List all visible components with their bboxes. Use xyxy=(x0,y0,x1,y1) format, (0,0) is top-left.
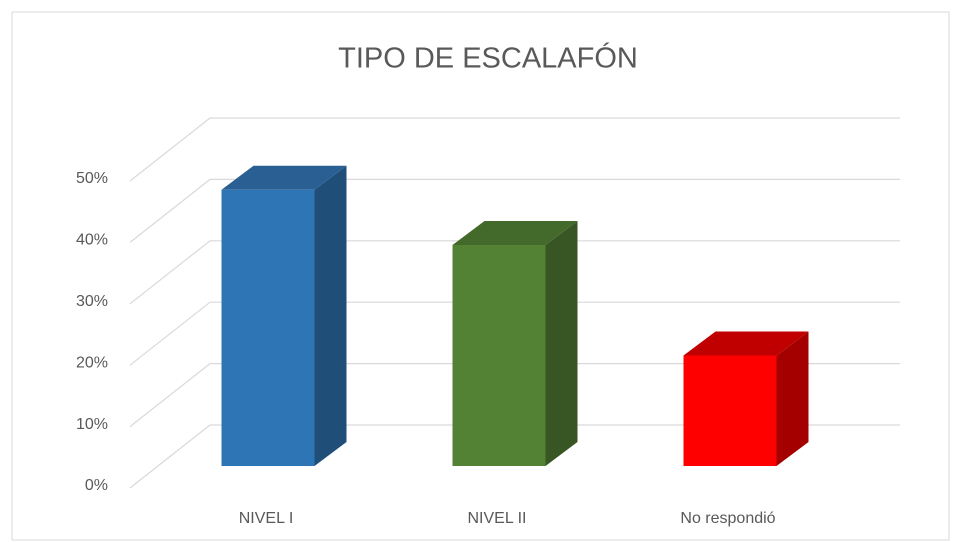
bar-side xyxy=(776,331,809,466)
x-tick-label: No respondió xyxy=(680,510,775,527)
x-tick-label: NIVEL II xyxy=(468,510,527,527)
bar xyxy=(452,220,578,466)
y-tick-label: 20% xyxy=(76,354,108,371)
bar xyxy=(683,331,809,466)
y-tick-label: 40% xyxy=(76,232,108,249)
bar-side xyxy=(314,165,347,466)
grid-line-side xyxy=(129,301,211,366)
grid-line-side xyxy=(129,240,211,305)
bar-side xyxy=(545,220,578,466)
y-tick-label: 30% xyxy=(76,293,108,310)
bar-top xyxy=(683,331,809,356)
bar-top xyxy=(452,220,578,245)
bar-top xyxy=(221,165,347,190)
bar-front xyxy=(452,244,546,466)
bar-front xyxy=(221,189,315,466)
chart-title: TIPO DE ESCALAFÓN xyxy=(338,42,638,75)
bar-front xyxy=(683,355,777,466)
grid-line-side xyxy=(129,178,211,243)
x-tick-label: NIVEL I xyxy=(239,510,294,527)
y-tick-label: 0% xyxy=(85,477,108,494)
y-tick-label: 50% xyxy=(76,170,108,187)
grid-line-side xyxy=(129,424,211,489)
bar xyxy=(221,165,347,466)
y-tick-label: 10% xyxy=(76,416,108,433)
grid-line-side xyxy=(129,363,211,428)
grid-line-side xyxy=(129,117,211,182)
